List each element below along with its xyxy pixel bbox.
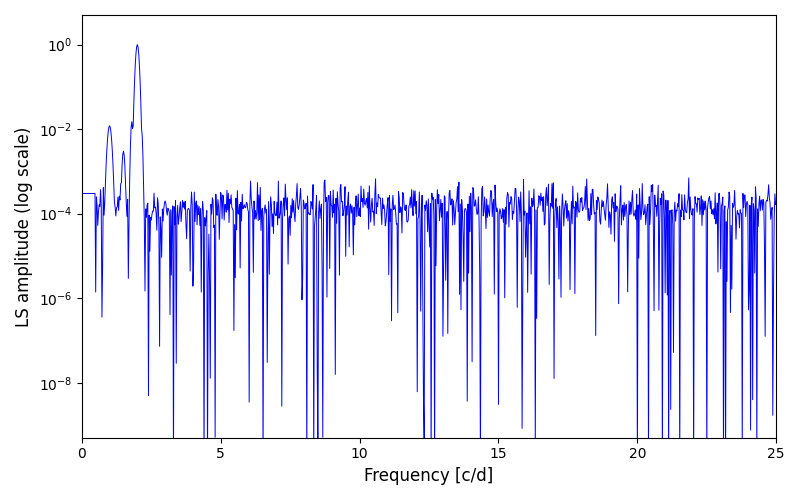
X-axis label: Frequency [c/d]: Frequency [c/d] (364, 467, 494, 485)
Y-axis label: LS amplitude (log scale): LS amplitude (log scale) (15, 126, 33, 326)
